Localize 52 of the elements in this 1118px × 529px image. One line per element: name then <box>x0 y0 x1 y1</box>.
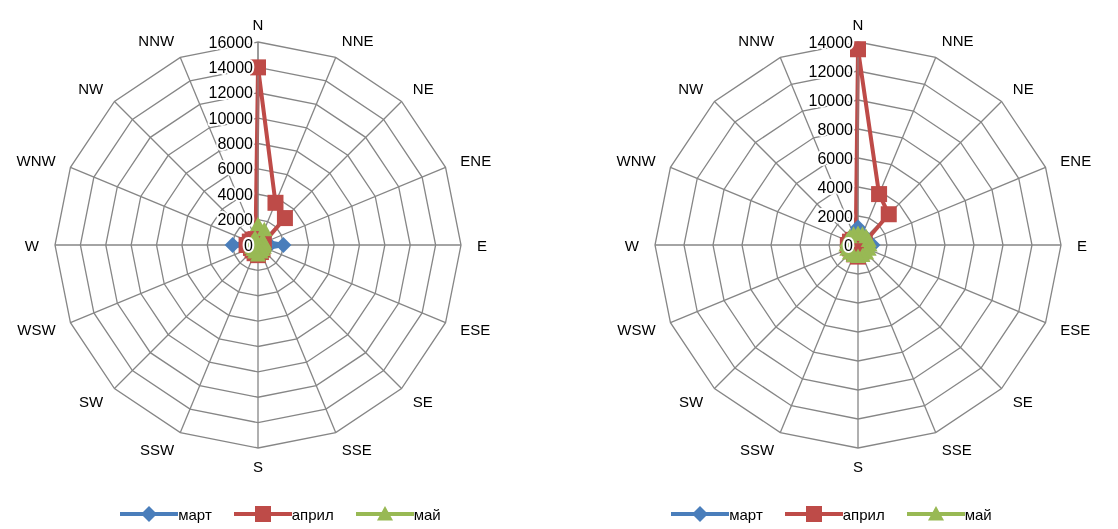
spoke-label: NNW <box>738 32 776 50</box>
spoke-label: ESE <box>460 321 491 339</box>
spoke-label: N <box>852 15 864 33</box>
y-tick-label: 12000 <box>208 84 254 102</box>
spoke-label: E <box>477 236 488 254</box>
spoke-label: WSW <box>617 321 657 339</box>
spoke-label: SW <box>678 392 704 410</box>
y-tick-label: 4000 <box>817 178 854 196</box>
spoke-label: ENE <box>1060 151 1092 169</box>
spoke-label: SE <box>412 392 433 410</box>
y-tick-label: 14000 <box>808 33 854 51</box>
spoke-label: SSW <box>140 440 176 458</box>
spoke-label: W <box>24 236 40 254</box>
legend-label: май <box>413 505 441 523</box>
y-tick-label: 16000 <box>208 33 254 51</box>
y-tick-label: 12000 <box>808 62 854 80</box>
spoke-label: WSW <box>17 321 57 339</box>
y-tick-label: 6000 <box>817 149 854 167</box>
spoke-label: S <box>852 457 864 475</box>
spoke-label: W <box>624 236 640 254</box>
y-tick-label: 4000 <box>217 185 254 203</box>
spoke-label: WNW <box>616 151 657 169</box>
y-tick-label: 10000 <box>208 109 254 127</box>
spoke-label: SSE <box>341 440 372 458</box>
spoke-label: NW <box>78 80 104 98</box>
spoke-label: NE <box>412 80 434 98</box>
spoke-label: NNE <box>941 32 974 50</box>
spoke-label: NNW <box>138 32 176 50</box>
y-tick-label: 8000 <box>817 120 854 138</box>
y-tick-label: 8000 <box>217 135 254 152</box>
spoke-label: SSW <box>740 440 776 458</box>
spoke-label: NE <box>1012 80 1034 98</box>
legend-label: април <box>291 505 334 523</box>
spoke-label: NNE <box>341 32 374 50</box>
y-tick-label: 2000 <box>217 211 254 229</box>
legend-label: май <box>964 505 992 523</box>
spoke-label: N <box>252 15 264 33</box>
spoke-label: NW <box>678 80 704 98</box>
spoke-label: ESE <box>1060 321 1091 339</box>
spoke-label: WNW <box>16 151 57 169</box>
spoke-label: SW <box>78 392 104 410</box>
legend-label: април <box>842 505 885 523</box>
spoke-label: E <box>1077 236 1088 254</box>
y-tick-label: 2000 <box>817 207 854 225</box>
legend-label: март <box>178 505 212 523</box>
spoke-label: S <box>252 457 264 475</box>
spoke-label: SSE <box>941 440 972 458</box>
spoke-label: SE <box>1012 392 1033 410</box>
y-tick-label: 10000 <box>808 91 854 109</box>
y-tick-label: 6000 <box>217 160 254 178</box>
spoke-label: ENE <box>460 151 492 169</box>
legend-label: март <box>729 505 763 523</box>
